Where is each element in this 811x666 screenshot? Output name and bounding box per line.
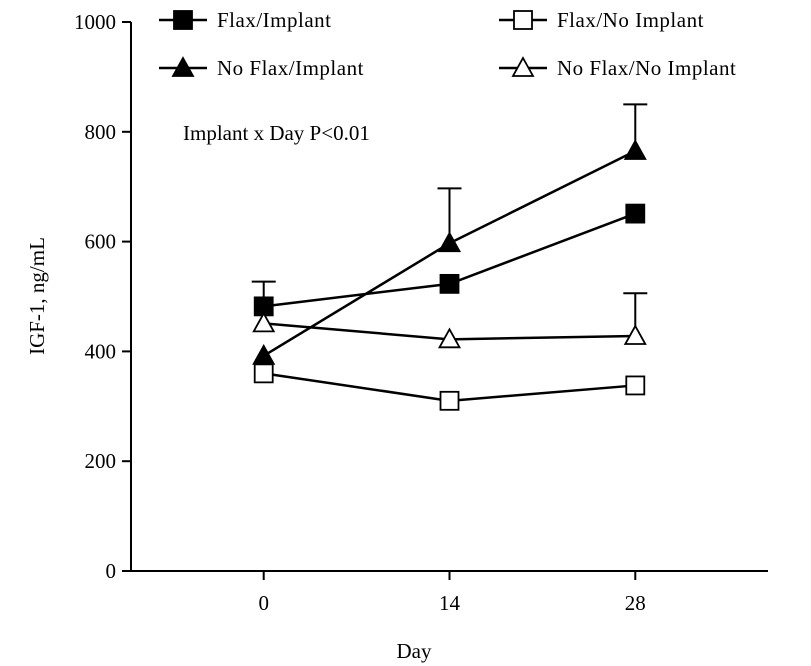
legend-label: Flax/Implant: [217, 8, 332, 32]
legend-entry: Flax/Implant: [159, 8, 332, 32]
legend-label: No Flax/No Implant: [557, 56, 736, 80]
legend-label: No Flax/Implant: [217, 56, 364, 80]
data-point: [252, 343, 276, 365]
data-point: [437, 327, 462, 349]
series-3: [252, 103, 648, 365]
data-point: [623, 139, 647, 160]
x-axis-title: Day: [397, 639, 432, 663]
series-4: [252, 292, 648, 349]
series-line: [263, 149, 636, 357]
x-tick-label: 0: [258, 591, 269, 615]
y-tick-label: 1000: [74, 10, 116, 34]
y-axis-title: IGF-1, ng/mL: [25, 237, 49, 355]
y-tick-label: 600: [85, 230, 117, 254]
x-tick-label: 14: [439, 591, 461, 615]
data-point: [625, 203, 646, 224]
data-point: [437, 231, 462, 253]
x-tick-label: 28: [625, 591, 646, 615]
legend-entry: No Flax/No Implant: [499, 56, 736, 80]
legend-entry: Flax/No Implant: [499, 8, 704, 32]
data-point: [623, 324, 647, 345]
series-layer: [251, 103, 648, 411]
legend-marker: [173, 10, 193, 30]
legend-marker: [171, 56, 195, 77]
data-point: [625, 375, 646, 396]
legend-marker: [511, 56, 535, 77]
y-tick-label: 800: [85, 120, 117, 144]
y-tick-label: 200: [85, 449, 117, 473]
data-point: [253, 363, 274, 384]
y-tick-label: 400: [85, 339, 117, 363]
y-tick-label: 0: [106, 559, 117, 583]
legend: Flax/Implant Flax/No Implant No Flax/Impla…: [159, 8, 736, 80]
legend-marker: [513, 10, 533, 30]
data-point: [252, 311, 276, 333]
series-1: [251, 203, 646, 317]
axes: 0 200 400 600 800 1000 0 14 28: [74, 10, 768, 615]
data-point: [439, 390, 460, 411]
legend-entry: No Flax/Implant: [159, 56, 364, 80]
data-point: [439, 273, 460, 294]
legend-label: Flax/No Implant: [557, 8, 704, 32]
annotation-text: Implant x Day P<0.01: [183, 121, 370, 145]
series-2: [253, 363, 646, 411]
